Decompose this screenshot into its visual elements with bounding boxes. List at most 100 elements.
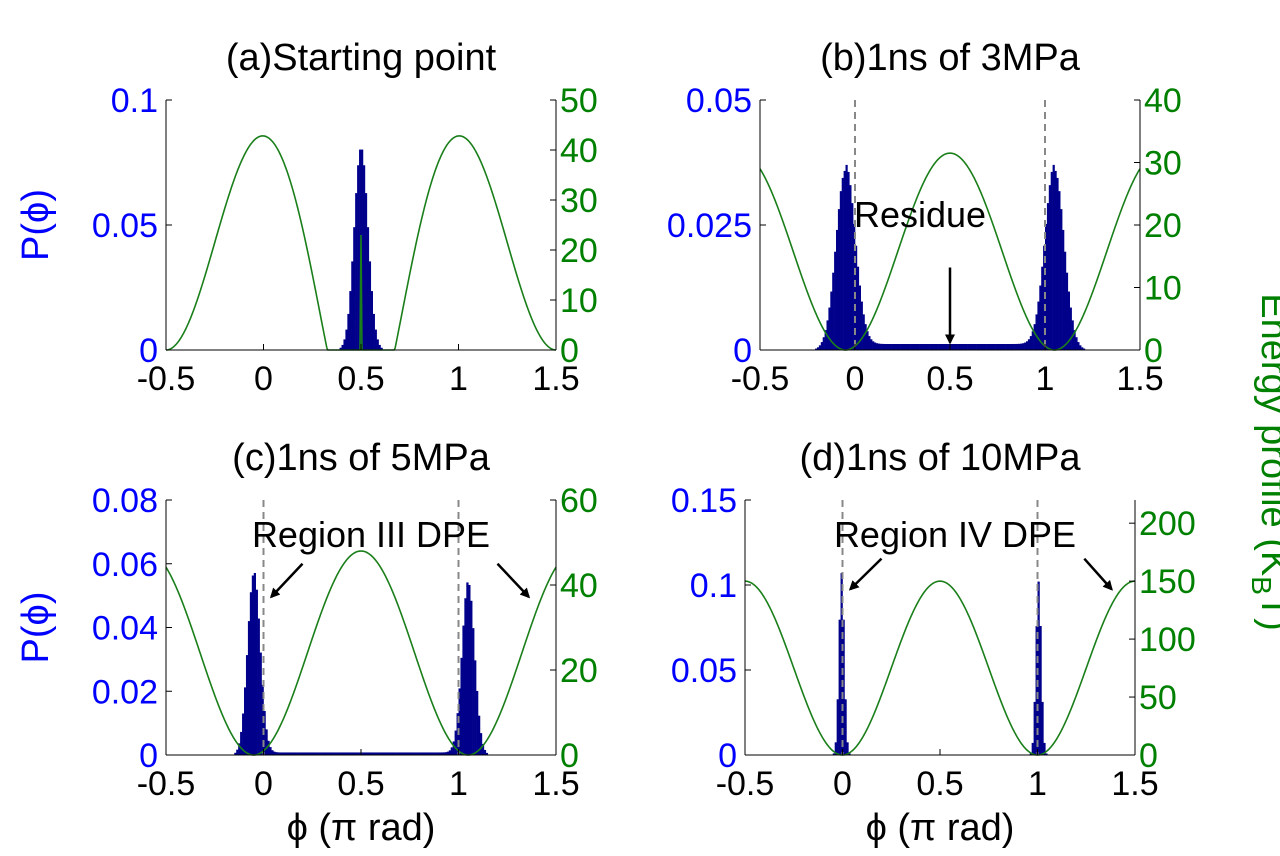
right-y-tick-label: 50: [1139, 679, 1177, 717]
annotation-arrow: [269, 562, 304, 599]
histogram-bar: [872, 341, 875, 350]
right-y-tick-label: 60: [560, 482, 598, 520]
x-tick-label: 1.5: [532, 360, 579, 398]
histogram-bar: [355, 193, 358, 350]
x-tick-label: 0: [833, 765, 852, 803]
histogram-bar: [378, 344, 381, 350]
histogram-bar: [267, 740, 270, 755]
annotation-label: Residue: [854, 194, 986, 235]
histogram-bar: [961, 344, 964, 350]
right-y-tick-label: 10: [560, 282, 598, 320]
histogram-bar: [1064, 251, 1067, 350]
histogram-bar: [948, 344, 951, 350]
histogram-bar: [345, 329, 348, 350]
histogram-bar: [936, 344, 939, 350]
histogram-bar: [912, 344, 915, 350]
histogram-bar: [265, 729, 268, 755]
histogram-bar: [366, 752, 370, 755]
histogram-bar: [839, 191, 842, 350]
right-y-tick-label: 0: [560, 737, 579, 775]
histogram-bar: [875, 343, 879, 350]
histogram-bar: [837, 209, 841, 350]
histogram-bar: [923, 344, 926, 350]
histogram-bar: [298, 752, 301, 755]
histogram-bar: [1050, 171, 1053, 350]
histogram-bar: [915, 344, 918, 350]
histogram-bar: [1045, 753, 1048, 755]
right-y-tick-label: 20: [1144, 207, 1182, 245]
histogram-bar: [362, 165, 366, 350]
histogram-bar: [376, 752, 379, 755]
histogram-bar: [405, 752, 409, 755]
x-tick-label: 0.5: [916, 765, 963, 803]
histogram-bar: [296, 752, 299, 755]
histogram-bar: [446, 751, 450, 755]
histogram-bar: [331, 752, 334, 755]
histogram-bar: [1058, 191, 1061, 350]
histogram-bar: [1052, 164, 1055, 350]
histogram-bar: [950, 344, 953, 350]
histogram-bar: [986, 344, 989, 350]
histogram-bar: [440, 752, 444, 755]
histogram-bar: [476, 690, 479, 755]
histogram-bar: [970, 344, 974, 350]
histogram-bar: [870, 339, 873, 350]
histogram-bar: [841, 177, 844, 350]
histogram-bar: [1079, 345, 1082, 350]
histogram-bar: [283, 752, 286, 755]
histogram-bar: [281, 752, 284, 755]
histogram-bar: [1039, 626, 1042, 755]
histogram-bar: [308, 752, 311, 755]
energy-curve-d: [744, 580, 1136, 756]
histogram-bar: [368, 261, 372, 350]
histogram-bar: [398, 752, 401, 755]
histogram-bar: [984, 344, 987, 350]
histogram-bar: [830, 291, 833, 350]
histogram-bar: [374, 329, 377, 350]
histogram-bar: [906, 344, 909, 350]
histogram-bar: [843, 170, 846, 350]
histogram-bar: [357, 165, 360, 350]
histogram-bar: [259, 652, 262, 755]
histogram-bar: [988, 344, 991, 350]
histogram-bar: [942, 344, 945, 350]
histogram-bar: [483, 749, 487, 755]
histogram-bar: [815, 348, 818, 350]
histogram-bar: [284, 752, 288, 755]
right-y-tick-label: 50: [560, 82, 598, 120]
left-y-tick-label: 0.04: [92, 610, 158, 648]
histogram-bar: [343, 752, 346, 755]
histogram-bar: [401, 752, 405, 755]
histogram-bar: [351, 752, 354, 755]
histogram-bar: [946, 344, 949, 350]
histogram-bar: [335, 752, 338, 755]
x-tick-label: 0: [254, 360, 273, 398]
x-tick-label: 0.5: [337, 360, 384, 398]
left-y-tick-label: 0.06: [92, 546, 158, 584]
histogram-bar: [323, 752, 327, 755]
histogram-bar: [940, 344, 943, 350]
x-tick-label: 1: [449, 360, 468, 398]
histogram-bar: [1020, 343, 1023, 350]
histogram-bar: [400, 752, 403, 755]
x-tick-label: -0.5: [731, 360, 790, 398]
histogram-bar: [390, 752, 393, 755]
histogram-bar: [364, 752, 368, 755]
x-tick-label: 1.5: [532, 765, 579, 803]
left-y-tick-label: 0.05: [92, 207, 158, 245]
histogram-bar: [834, 251, 837, 350]
histogram-bar: [382, 752, 385, 755]
histogram-bar: [963, 344, 966, 350]
right-y-tick-label: 10: [1144, 270, 1182, 308]
left-y-tick-label: 0.02: [92, 673, 158, 711]
x-tick-label: 1.5: [1111, 765, 1158, 803]
histogram-bar: [1037, 301, 1040, 350]
histogram-bar: [415, 752, 418, 755]
histogram-bar: [419, 752, 422, 755]
histogram-bar: [944, 344, 947, 350]
annotation-arrow: [496, 562, 531, 599]
histogram-bar: [1003, 344, 1006, 350]
histogram-bar: [437, 752, 440, 755]
histogram-bar: [824, 330, 827, 350]
